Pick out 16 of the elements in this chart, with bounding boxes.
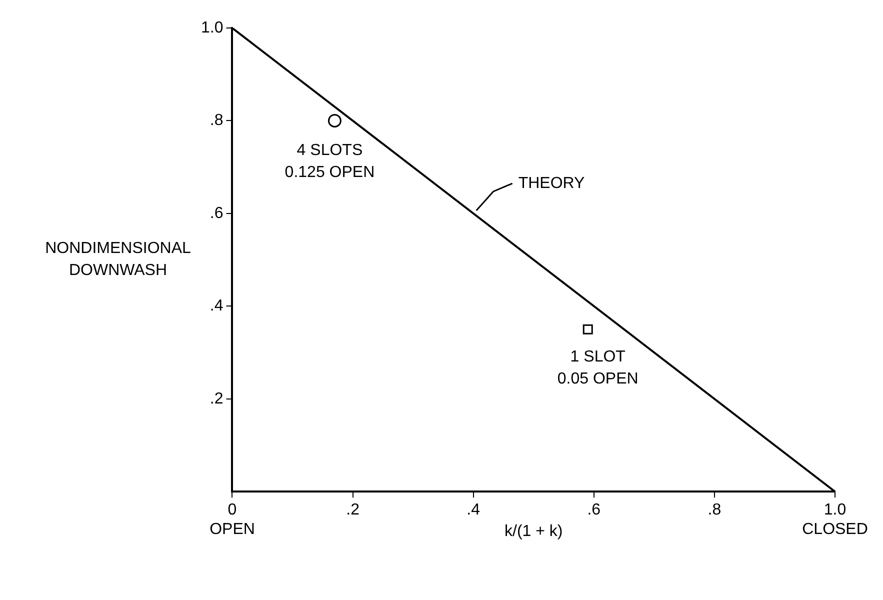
x-tick-label: .8 [708, 502, 722, 519]
y-tick-label: .6 [210, 204, 224, 222]
annotation: 4 SLOTS 0.125 OPEN [284, 142, 375, 182]
x-tick-label: .4 [466, 502, 480, 519]
x-tick-label: .2 [346, 502, 360, 519]
x-tick-label: 0 OPEN [210, 502, 255, 538]
annotation: THEORY [518, 174, 586, 192]
x-tick-label: 1.0 CLOSED [802, 502, 868, 538]
x-axis-title: k/(1 + k) [504, 523, 563, 540]
y-tick-label: .2 [210, 390, 224, 408]
x-tick-label: .6 [587, 502, 601, 519]
y-tick-label: .8 [210, 112, 224, 130]
y-tick-label: .4 [210, 298, 224, 315]
y-tick-label: 1.0 [200, 19, 224, 36]
y-axis-title: NONDIMENSIONAL DOWNWASH [45, 240, 191, 280]
annotation: 1 SLOT 0.05 OPEN [557, 348, 638, 388]
